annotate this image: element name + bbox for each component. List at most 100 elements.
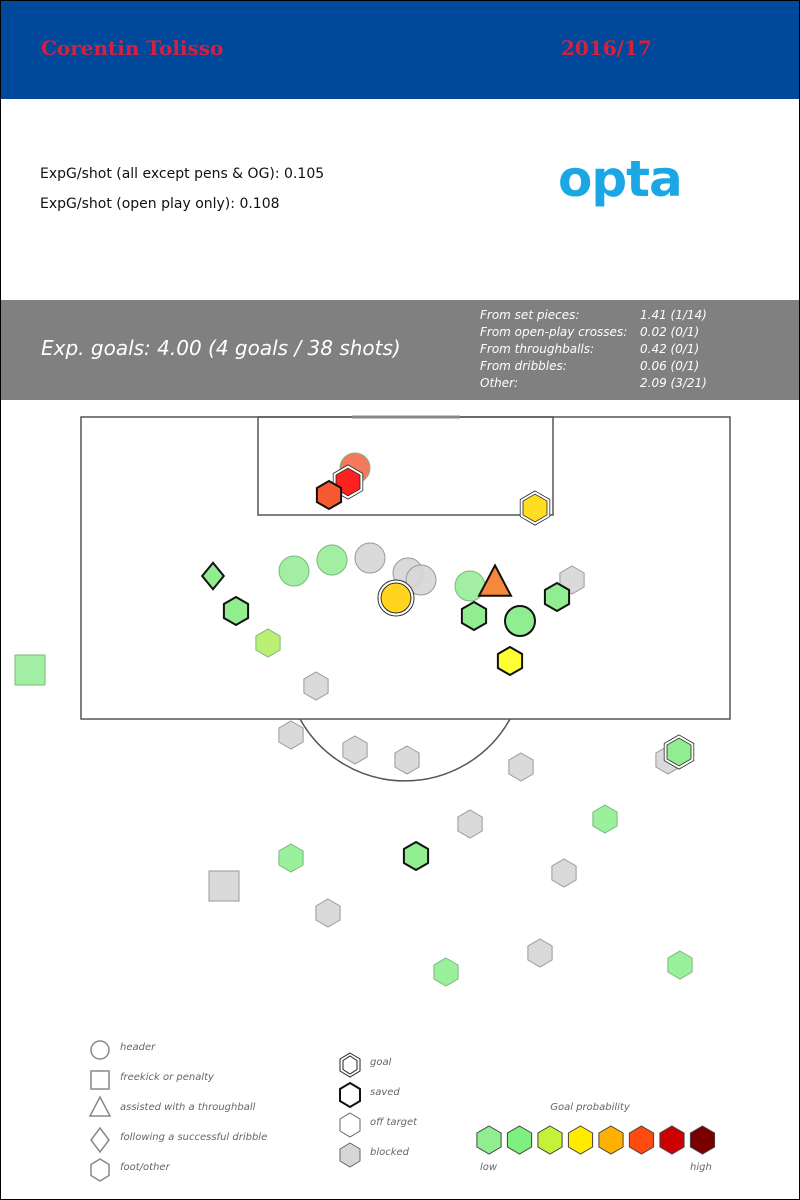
shot-marker (457, 809, 483, 839)
shot-marker (200, 561, 226, 591)
shot-marker (278, 555, 310, 587)
triangle-icon (88, 1095, 112, 1117)
shot-marker (519, 490, 551, 526)
legend-shapes: header freekick or penalty assisted with… (88, 1040, 267, 1182)
probability-swatch (537, 1125, 563, 1155)
shot-marker (278, 720, 304, 750)
probability-title: Goal probability (550, 1102, 631, 1113)
shot-hexagon (342, 735, 368, 765)
penalty-arc (299, 718, 511, 782)
shot-marker (402, 840, 430, 872)
breakdown-label: Other: (480, 376, 519, 390)
breakdown-value: 0.02 (0/1) (640, 325, 700, 339)
shot-marker (496, 645, 524, 677)
pitch-lines (80, 415, 731, 782)
goal-ring-inner (378, 580, 414, 616)
shot-hexagon (303, 671, 329, 701)
goal-ring-inner (520, 491, 550, 525)
shot-triangle (477, 563, 513, 597)
shot-hexagon (592, 804, 618, 834)
legend-label: foot/other (120, 1162, 171, 1173)
shot-marker (316, 544, 348, 576)
shot-hexagon (315, 479, 343, 511)
probability-swatch (628, 1125, 655, 1155)
goal-ring (332, 464, 364, 500)
shot-marker (477, 563, 513, 597)
square-icon (90, 1070, 110, 1090)
saved-hexagon-icon (339, 1081, 361, 1109)
shot-hexagon (394, 745, 420, 775)
shot-hexagon (222, 595, 250, 627)
legend: header freekick or penalty assisted with… (88, 1040, 716, 1182)
player-name: Corentin Tolisso (41, 36, 224, 60)
legend-label: blocked (370, 1147, 410, 1158)
probability-scale (476, 1125, 716, 1155)
six-yard-box (257, 416, 554, 516)
legend-label: header (120, 1042, 156, 1053)
shot-hexagon (543, 581, 571, 613)
opta-logo: opta (558, 150, 683, 208)
probability-swatch (659, 1125, 685, 1155)
breakdown-label: From dribbles: (480, 359, 567, 373)
breakdown-value: 2.09 (3/21) (640, 376, 707, 390)
shot-marker (303, 671, 329, 701)
shot-hexagon (522, 493, 548, 523)
shot-hexagon (255, 628, 281, 658)
shot-marker (315, 898, 341, 928)
shot-marker (460, 600, 488, 632)
breakdown-label: From open-play crosses: (480, 325, 628, 339)
legend-label: assisted with a throughball (120, 1102, 256, 1113)
shot-marker (527, 938, 553, 968)
shot-circle (278, 555, 310, 587)
summary-band: Exp. goals: 4.00 (4 goals / 38 shots) Fr… (1, 300, 799, 400)
shot-marker (342, 735, 368, 765)
shot-marker (255, 628, 281, 658)
circle-icon (90, 1040, 110, 1060)
shot-marker (433, 957, 459, 987)
goal-hexagon-inner-icon (342, 1055, 358, 1075)
season-label: 2016/17 (561, 36, 652, 60)
shot-marker (667, 950, 693, 980)
goal-ring (663, 734, 695, 770)
shot-circle (380, 582, 412, 614)
legend-label: goal (370, 1057, 392, 1068)
shot-square (208, 870, 240, 902)
shot-marker (354, 542, 386, 574)
shot-circle (354, 542, 386, 574)
shot-hexagon (278, 720, 304, 750)
shot-hexagon (508, 752, 534, 782)
shot-marker (377, 579, 415, 617)
shot-hexagon (559, 565, 585, 595)
shot-hexagon (315, 898, 341, 928)
probability-swatch (598, 1125, 624, 1155)
shot-hexagon (402, 840, 430, 872)
shot-marker (663, 734, 695, 770)
expg-per-shot-all: ExpG/shot (all except pens & OG): 0.105 (40, 166, 325, 182)
legend-label: freekick or penalty (120, 1072, 215, 1083)
shot-hexagon (666, 737, 692, 767)
off-target-hexagon-icon (339, 1112, 361, 1138)
shot-marker (559, 565, 585, 595)
shot-marker (222, 595, 250, 627)
header-bar: Corentin Tolisso 2016/17 (1, 1, 799, 99)
shots-layer (14, 452, 695, 987)
expg-per-shot-open-play: ExpG/shot (open play only): 0.108 (40, 196, 280, 212)
breakdown-value: 1.41 (1/14) (640, 308, 707, 322)
hexagon-icon (90, 1158, 110, 1182)
shot-hexagon (460, 600, 488, 632)
shot-hexagon (527, 938, 553, 968)
breakdown-value: 0.06 (0/1) (640, 359, 700, 373)
shot-marker (508, 752, 534, 782)
breakdown-label: From set pieces: (480, 308, 580, 322)
shot-circle (405, 564, 437, 596)
shot-circle (504, 605, 536, 637)
legend-probability: Goal probability low high (476, 1102, 716, 1173)
shot-hexagon (667, 950, 693, 980)
legend-label: following a successful dribble (120, 1132, 267, 1143)
breakdown-value: 0.42 (0/1) (640, 342, 700, 356)
legend-label: off target (370, 1117, 418, 1128)
shot-marker (208, 870, 240, 902)
shot-marker (592, 804, 618, 834)
shot-hexagon (496, 645, 524, 677)
breakdown-label: From throughballs: (480, 342, 595, 356)
